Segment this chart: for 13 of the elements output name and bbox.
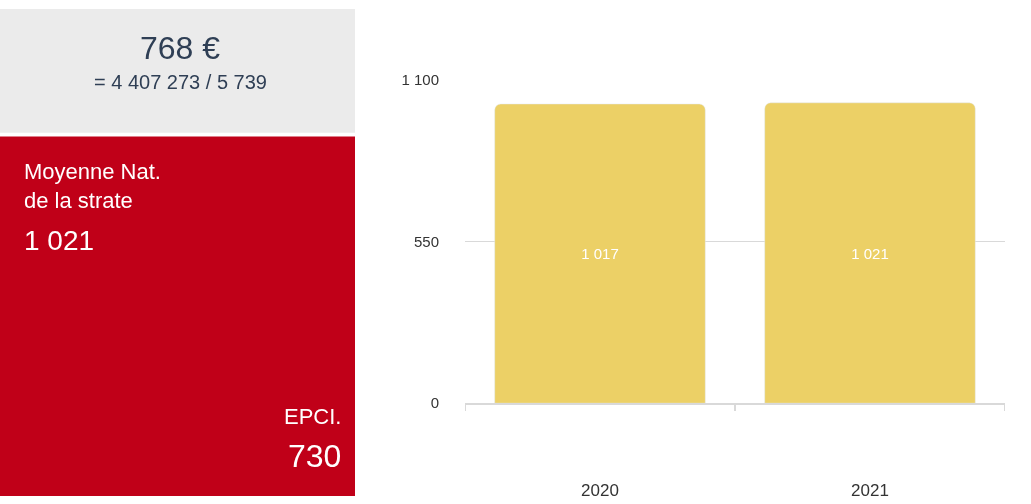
y-tick-label: 0 bbox=[430, 394, 439, 412]
text: 730 bbox=[288, 438, 342, 474]
text: 1 021 bbox=[24, 225, 95, 256]
x-tick-label: 2020 bbox=[581, 480, 619, 500]
text: = 4 407 273 / 5 739 bbox=[94, 71, 267, 93]
text: EPCI. bbox=[284, 404, 342, 429]
data-label: 1 021 bbox=[851, 244, 889, 262]
text: 768 € bbox=[140, 30, 221, 66]
x-tick-label: 2021 bbox=[851, 480, 889, 500]
y-tick-label: 550 bbox=[413, 232, 439, 250]
text: Moyenne Nat. de la strate bbox=[24, 159, 161, 213]
y-tick-label: 1 100 bbox=[401, 70, 439, 88]
data-label: 1 017 bbox=[581, 245, 619, 263]
